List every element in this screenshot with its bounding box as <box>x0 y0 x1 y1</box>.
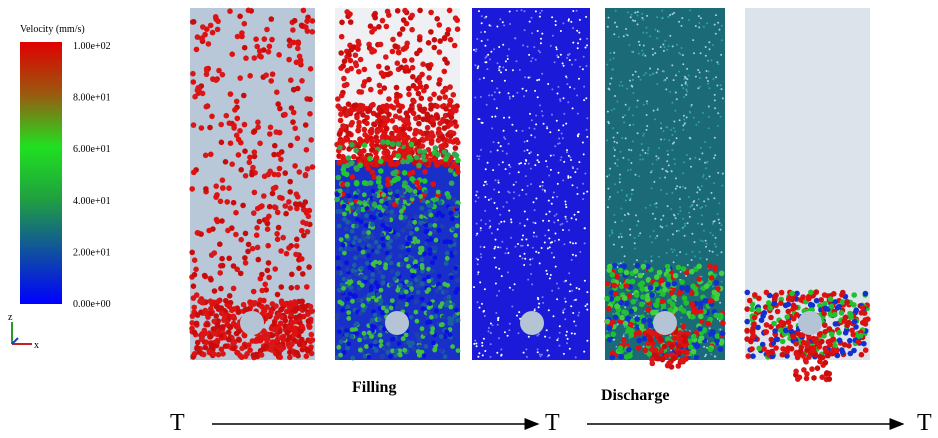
colorbar <box>20 42 62 304</box>
orifice <box>798 311 822 335</box>
particle-panel <box>744 8 870 382</box>
particle-panel <box>604 8 725 370</box>
axis-z: z <box>8 312 13 323</box>
orifice <box>520 311 544 335</box>
caption-filling: Filling <box>352 379 396 396</box>
colorbar-tick-label: 0.00e+00 <box>73 299 111 310</box>
colorbar-tick-label: 2.00e+01 <box>73 247 111 258</box>
colorbar-tick-label: 8.00e+01 <box>73 93 111 104</box>
simulation-panels <box>189 8 870 383</box>
time-label: T <box>545 410 560 433</box>
particle-panel <box>472 8 590 360</box>
colorbar-tick-label: 6.00e+01 <box>73 144 111 155</box>
orifice <box>385 311 409 335</box>
orifice <box>653 311 677 335</box>
figure: Velocity (mm/s) 1.00e+02 8.00e+01 6.00e+01… <box>0 0 938 433</box>
colorbar-ticks: 1.00e+02 8.00e+01 6.00e+01 4.00e+01 2.00e+01… <box>73 41 111 310</box>
axis-triad: z x <box>8 312 39 351</box>
particle-panel <box>189 8 315 361</box>
orifice <box>240 311 264 335</box>
colorbar-tick-label: 1.00e+02 <box>73 41 111 52</box>
colorbar-tick-label: 4.00e+01 <box>73 196 111 207</box>
legend-title: Velocity (mm/s) <box>20 24 85 35</box>
time-label: T <box>170 410 185 433</box>
time-label: T <box>917 410 932 433</box>
axis-x: x <box>34 340 39 351</box>
particle-panel <box>334 8 460 361</box>
caption-discharge: Discharge <box>601 387 669 404</box>
